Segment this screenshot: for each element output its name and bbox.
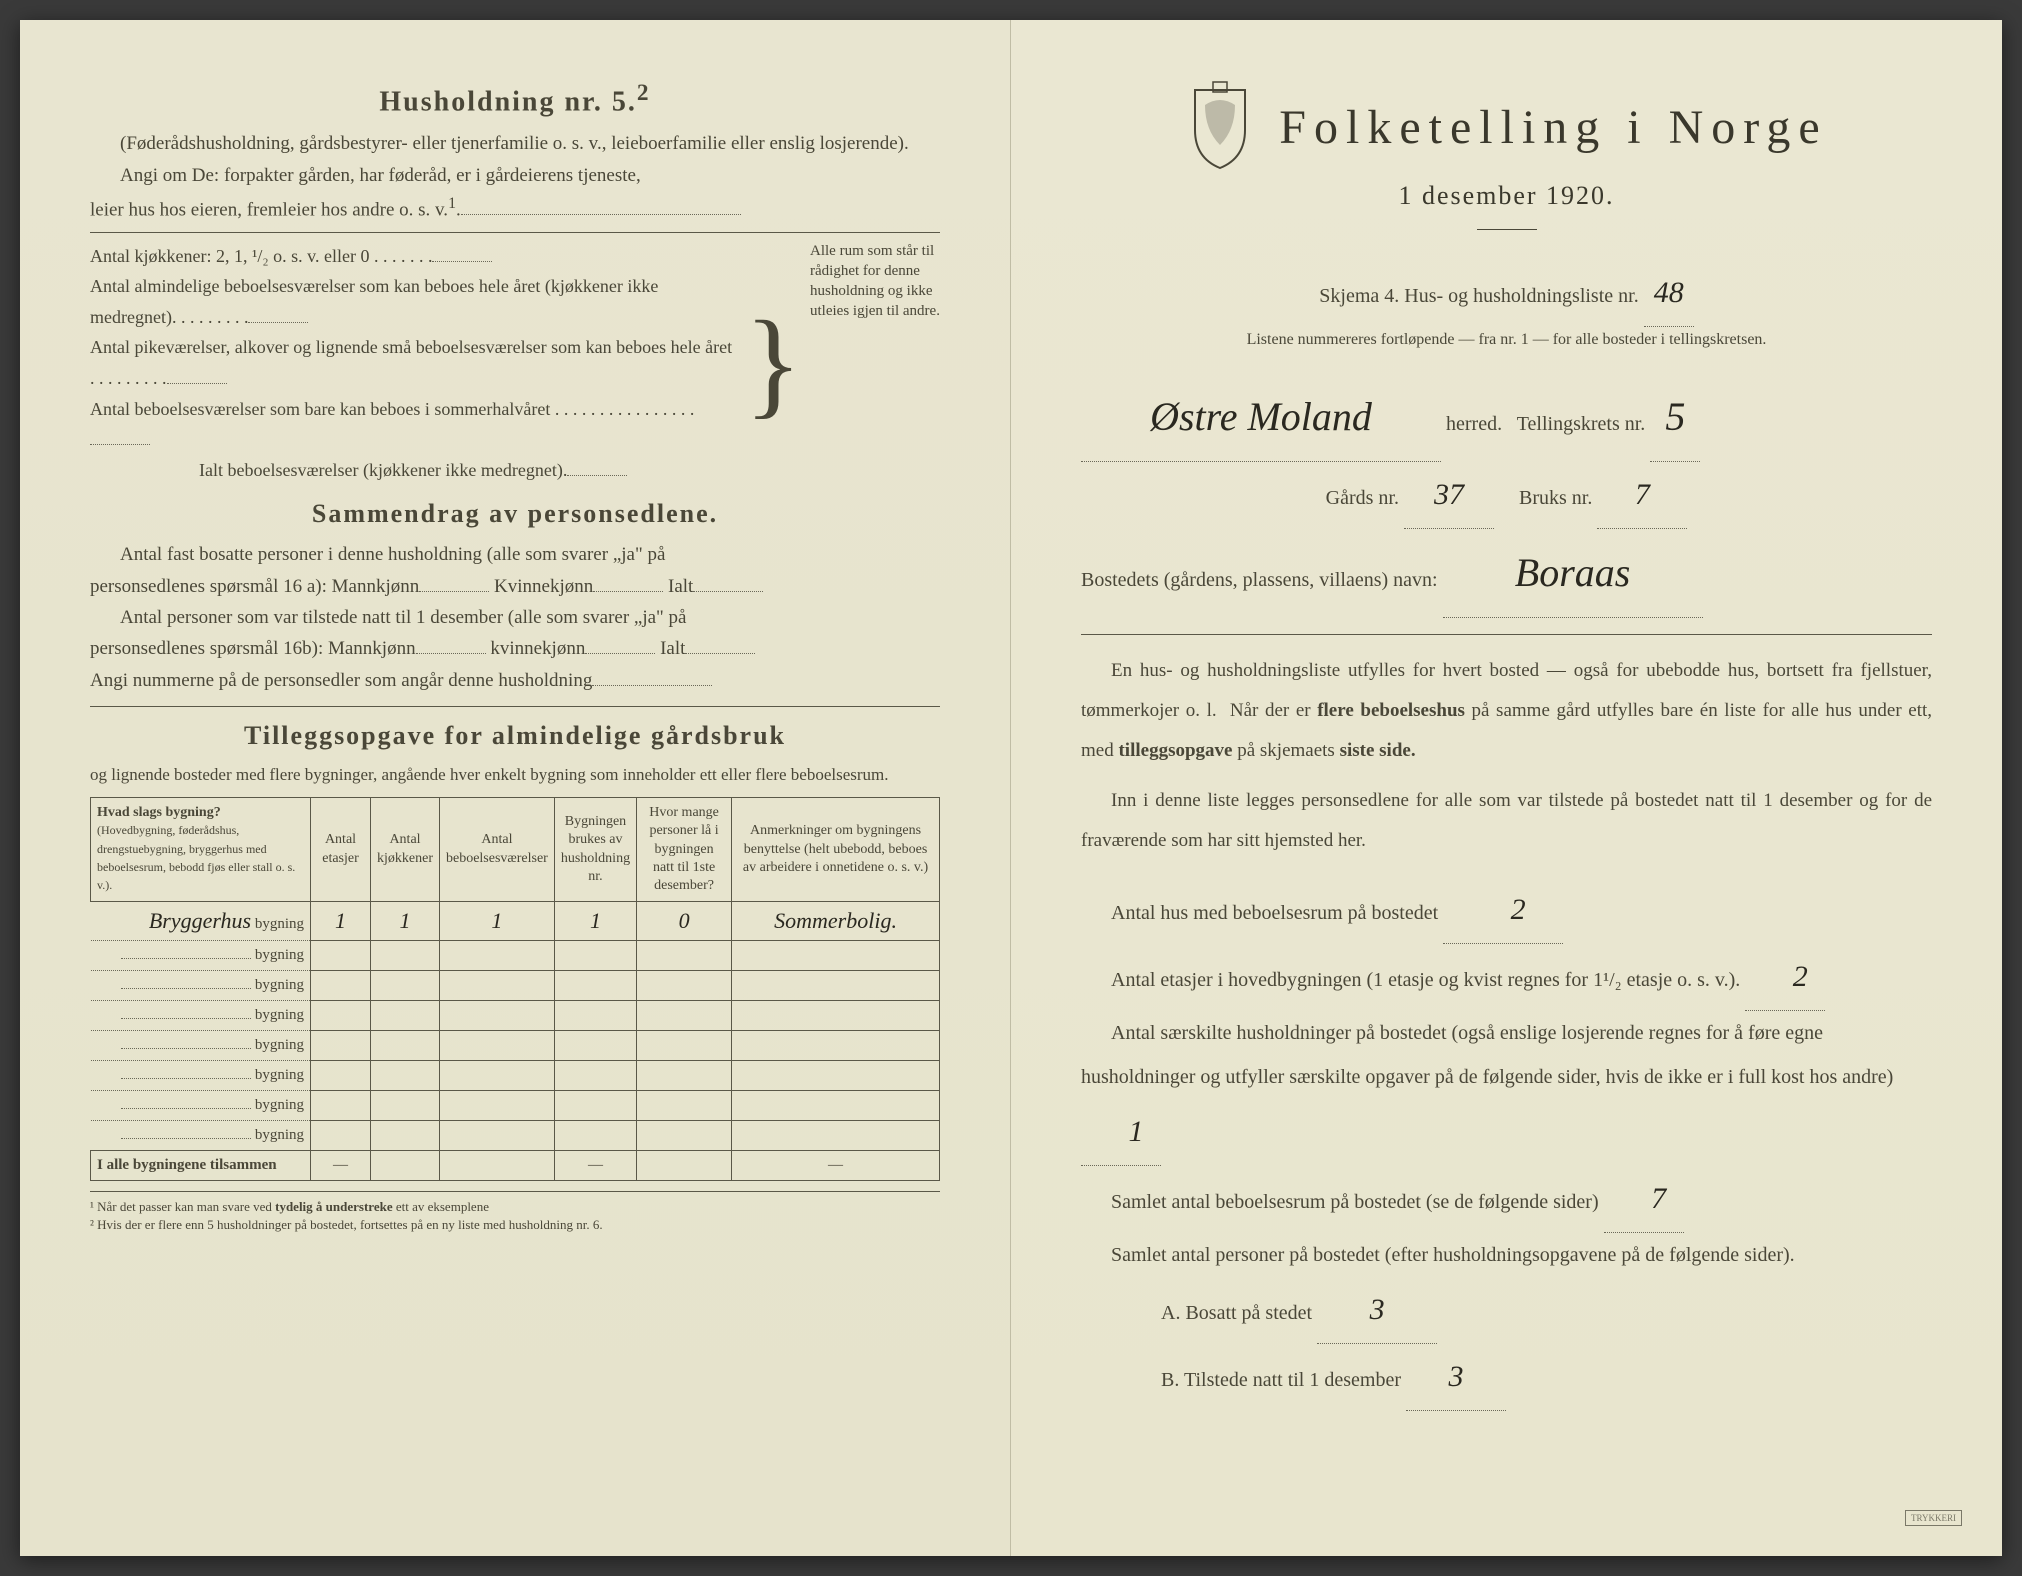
samlet-rum-value: 7 — [1604, 1166, 1684, 1233]
krets-nr: 5 — [1650, 373, 1700, 462]
row1-name: Bryggerhus — [149, 908, 251, 933]
left-page: Husholdning nr. 5.2 (Føderådshusholdning… — [20, 20, 1011, 1556]
samlet-rum-line: Samlet antal beboelsesrum på bostedet (s… — [1081, 1166, 1932, 1233]
table-row: bygning — [91, 1091, 940, 1121]
samlet-pers-line: Samlet antal personer på bostedet (efter… — [1081, 1233, 1932, 1277]
col-type: Hvad slags bygning? (Hovedbygning, føder… — [91, 798, 311, 902]
col-rooms: Antal beboelsesværelser — [439, 798, 554, 902]
printer-stamp: TRYKKERI — [1905, 1510, 1962, 1526]
antal-etasjer-line: Antal etasjer i hovedbygningen (1 etasje… — [1081, 944, 1932, 1011]
skjema-nr: 48 — [1644, 260, 1694, 327]
table-row: Bryggerhus bygning 1 1 1 1 0 Sommerbolig… — [91, 902, 940, 941]
household-note: (Føderådshusholdning, gårdsbestyrer- ell… — [90, 128, 940, 159]
row1-kjokkener: 1 — [399, 908, 410, 933]
table-row: bygning — [91, 971, 940, 1001]
summary-p1b: personsedlenes spørsmål 16 a): Mannkjønn… — [90, 571, 940, 602]
row1-rooms: 1 — [491, 908, 502, 933]
summary-p2a: Antal personer som var tilstede natt til… — [90, 602, 940, 633]
household-heading: Husholdning nr. 5.2 — [90, 80, 940, 118]
skjema-line: Skjema 4. Hus- og husholdningsliste nr. … — [1081, 260, 1932, 327]
main-title: Folketelling i Norge — [1279, 100, 1827, 155]
row1-note: Sommerbolig. — [774, 908, 897, 933]
table-total-row: I alle bygningene tilsammen ——— — [91, 1151, 940, 1181]
supp-heading: Tilleggsopgave for almindelige gårdsbruk — [90, 721, 940, 751]
angi-line1: Angi om De: forpakter gården, har føderå… — [90, 160, 940, 191]
row1-persons: 0 — [679, 908, 690, 933]
col-kjokkener: Antal kjøkkener — [371, 798, 440, 902]
household-sup: 2 — [637, 80, 651, 106]
a-line: A. Bosatt på stedet 3 — [1081, 1277, 1932, 1344]
antal-hus-line: Antal hus med beboelsesrum på bostedet 2 — [1081, 877, 1932, 944]
year-rooms-line: Antal almindelige beboelsesværelser som … — [90, 271, 736, 332]
antal-hus-value: 2 — [1443, 877, 1563, 944]
buildings-table: Hvad slags bygning? (Hovedbygning, føder… — [90, 797, 940, 1181]
table-row: bygning — [91, 1001, 940, 1031]
summary-p1a: Antal fast bosatte personer i denne hush… — [90, 539, 940, 570]
paragraph-1: En hus- og husholdningsliste utfylles fo… — [1081, 651, 1932, 771]
brace-text: Alle rum som står til rådighet for denne… — [810, 241, 940, 486]
col-hushold: Bygningen brukes av husholdning nr. — [554, 798, 636, 902]
col-notes: Anmerkninger om bygningens benyttelse (h… — [732, 798, 940, 902]
document-spread: Husholdning nr. 5.2 (Føderådshusholdning… — [20, 20, 2002, 1556]
supp-sub: og lignende bosteder med flere bygninger… — [90, 761, 940, 789]
brace-icon: } — [736, 306, 810, 420]
table-row: bygning — [91, 1031, 940, 1061]
summary-p3: Angi nummerne på de personsedler som ang… — [90, 665, 940, 696]
title-block: Folketelling i Norge 1 desember 1920. — [1081, 80, 1932, 230]
b-line: B. Tilstede natt til 1 desember 3 — [1081, 1344, 1932, 1411]
summer-rooms-line: Antal beboelsesværelser som bare kan beb… — [90, 394, 736, 455]
kitchens-line: Antal kjøkkener: 2, 1, ¹/₂ o. s. v. elle… — [90, 241, 736, 272]
antal-hush-value: 1 — [1081, 1099, 1161, 1166]
footnotes: ¹ Når det passer kan man svare ved tydel… — [90, 1191, 940, 1234]
herred-name: Østre Moland — [1081, 373, 1441, 462]
summary-p2b: personsedlenes spørsmål 16b): Mannkjønn … — [90, 633, 940, 664]
bosted-line: Bostedets (gårdens, plassens, villaens) … — [1081, 529, 1932, 618]
a-value: 3 — [1317, 1277, 1437, 1344]
listene-note: Listene nummereres fortløpende — fra nr.… — [1081, 327, 1932, 353]
gaard-line: Gårds nr. 37 Bruks nr. 7 — [1081, 462, 1932, 529]
census-date: 1 desember 1920. — [1081, 181, 1932, 211]
footnote-2: ² Hvis der er flere enn 5 husholdninger … — [90, 1216, 940, 1234]
gaard-nr: 37 — [1404, 462, 1494, 529]
b-value: 3 — [1406, 1344, 1506, 1411]
rooms-brace-block: Antal kjøkkener: 2, 1, ¹/₂ o. s. v. elle… — [90, 241, 940, 486]
maid-rooms-line: Antal pikeværelser, alkover og lignende … — [90, 332, 736, 393]
paragraph-2: Inn i denne liste legges personsedlene f… — [1081, 781, 1932, 861]
antal-hush-line: Antal særskilte husholdninger på bostede… — [1081, 1011, 1932, 1166]
total-rooms-line: Ialt beboelsesværelser (kjøkkener ikke m… — [90, 455, 736, 486]
bosted-name: Boraas — [1443, 529, 1703, 618]
col-etasjer: Antal etasjer — [311, 798, 371, 902]
herred-line: Østre Moland herred. Tellingskrets nr. 5 — [1081, 373, 1932, 462]
angi-line2: leier hus hos eieren, fremleier hos andr… — [90, 191, 940, 226]
row1-etasjer: 1 — [335, 908, 346, 933]
table-row: bygning — [91, 1121, 940, 1151]
table-row: bygning — [91, 1061, 940, 1091]
table-row: bygning — [91, 941, 940, 971]
footnote-1: ¹ Når det passer kan man svare ved tydel… — [90, 1198, 940, 1216]
summary-heading: Sammendrag av personsedlene. — [90, 499, 940, 529]
row1-hushold: 1 — [590, 908, 601, 933]
bruks-nr: 7 — [1597, 462, 1687, 529]
right-page: Folketelling i Norge 1 desember 1920. Sk… — [1011, 20, 2002, 1556]
antal-etasjer-value: 2 — [1745, 944, 1825, 1011]
angi-sup: 1 — [448, 195, 456, 212]
coat-of-arms-icon — [1185, 80, 1255, 175]
col-persons: Hvor mange personer lå i bygningen natt … — [637, 798, 732, 902]
